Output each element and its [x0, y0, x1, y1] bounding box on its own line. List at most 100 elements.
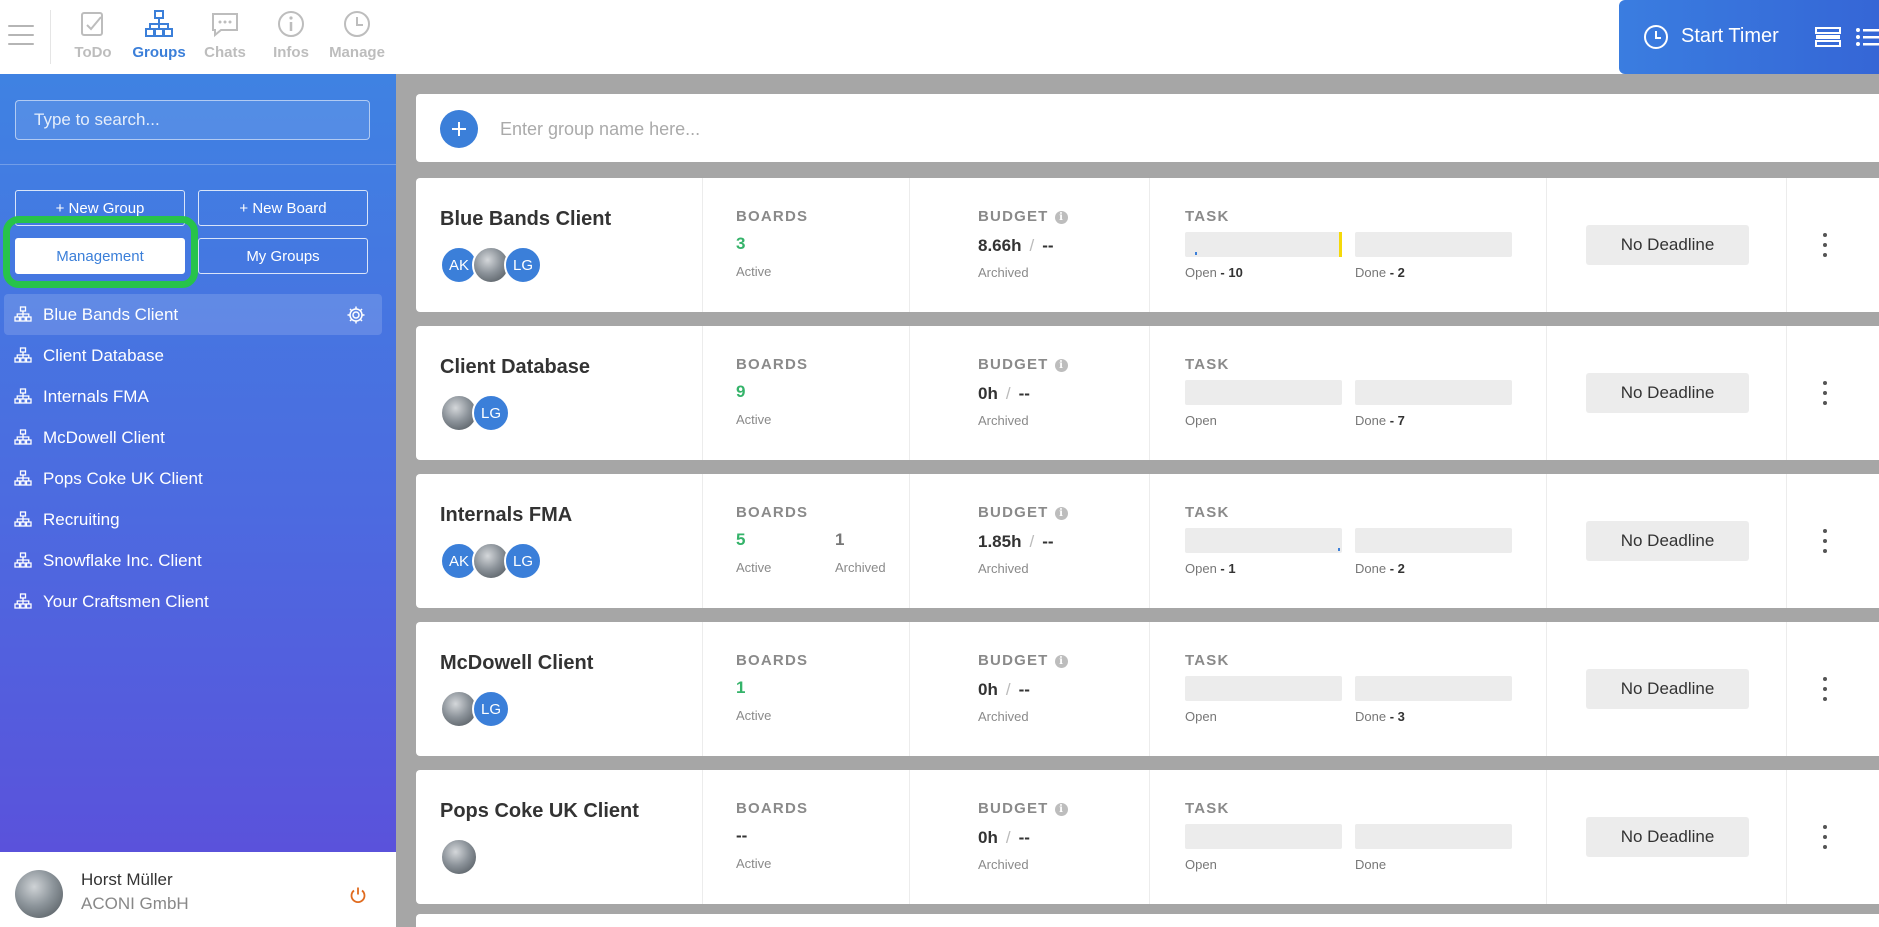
- more-options-icon[interactable]: [1820, 381, 1830, 405]
- open-label-text: Open: [1185, 561, 1217, 576]
- card-divider: [1546, 770, 1547, 904]
- sidebar-group-item[interactable]: Your Craftsmen Client: [4, 581, 382, 622]
- nav-manage[interactable]: Manage: [324, 8, 390, 61]
- avatar[interactable]: [440, 838, 478, 876]
- management-tab[interactable]: Management: [15, 238, 185, 274]
- group-name[interactable]: McDowell Client: [440, 652, 594, 674]
- more-options-icon[interactable]: [1820, 825, 1830, 849]
- member-avatars: LG: [440, 690, 510, 728]
- info-icon[interactable]: i: [1054, 211, 1068, 224]
- start-timer-button[interactable]: Start Timer: [1619, 0, 1879, 74]
- task-title: TASK: [1185, 504, 1230, 521]
- sidebar-group-item[interactable]: McDowell Client: [4, 417, 382, 458]
- avatar[interactable]: LG: [504, 246, 542, 284]
- done-label-text: Done: [1355, 265, 1387, 280]
- group-name[interactable]: Internals FMA: [440, 504, 573, 526]
- sidebar-group-label: Blue Bands Client: [43, 304, 179, 324]
- deadline-button[interactable]: No Deadline: [1586, 373, 1749, 413]
- budget-used: 0h: [978, 828, 998, 847]
- done-label-text: Done: [1355, 561, 1387, 576]
- done-label-text: Done: [1355, 857, 1387, 872]
- more-options-icon[interactable]: [1820, 529, 1830, 553]
- nav-todo[interactable]: ToDo: [60, 8, 126, 61]
- info-icon[interactable]: i: [1054, 359, 1068, 372]
- new-group-button[interactable]: + New Group: [15, 190, 185, 226]
- search-input[interactable]: [15, 100, 370, 140]
- sidebar-group-label: McDowell Client: [43, 427, 165, 447]
- nav-label: ToDo: [74, 44, 112, 61]
- sidebar: + New Group + New Board Management My Gr…: [0, 74, 396, 927]
- group-card[interactable]: Blue Bands Client AK LG BOARDS 3 Active BUDGET…: [416, 178, 1879, 312]
- avatar[interactable]: LG: [472, 690, 510, 728]
- sidebar-group-item[interactable]: Pops Coke UK Client: [4, 458, 382, 499]
- nav-infos[interactable]: Infos: [258, 8, 324, 61]
- done-count: - 2: [1386, 561, 1405, 576]
- group-hierarchy-icon: [14, 470, 32, 486]
- group-name[interactable]: Pops Coke UK Client: [440, 800, 639, 822]
- add-group-button[interactable]: [440, 110, 478, 148]
- budget-used: 0h: [978, 680, 998, 699]
- sidebar-group-item[interactable]: Client Database: [4, 335, 382, 376]
- deadline-button[interactable]: No Deadline: [1586, 817, 1749, 857]
- group-name-input[interactable]: [500, 110, 1400, 148]
- open-task-bar: [1185, 676, 1342, 701]
- open-progress-fill: [1338, 548, 1340, 551]
- card-divider: [1149, 622, 1150, 756]
- info-icon[interactable]: i: [1054, 507, 1068, 520]
- task-title: TASK: [1185, 800, 1230, 817]
- more-options-icon[interactable]: [1820, 677, 1830, 701]
- sidebar-group-item[interactable]: Blue Bands Client: [4, 294, 382, 335]
- card-divider: [702, 326, 703, 460]
- avatar[interactable]: LG: [472, 394, 510, 432]
- gear-icon[interactable]: [346, 305, 366, 325]
- more-options-icon[interactable]: [1820, 233, 1830, 257]
- list-view-icon[interactable]: [1815, 27, 1841, 47]
- deadline-button[interactable]: No Deadline: [1586, 521, 1749, 561]
- sidebar-group-item[interactable]: Internals FMA: [4, 376, 382, 417]
- hamburger-menu-icon[interactable]: [8, 25, 34, 45]
- info-icon[interactable]: i: [1054, 655, 1068, 668]
- sidebar-group-item[interactable]: Recruiting: [4, 499, 382, 540]
- boards-archived-count: 1: [835, 530, 845, 549]
- budget-limit: --: [1018, 384, 1030, 403]
- budget-archived-label: Archived: [978, 413, 1029, 428]
- card-divider: [1149, 326, 1150, 460]
- avatar[interactable]: [15, 870, 63, 918]
- group-hierarchy-icon: [14, 306, 32, 322]
- progress-marker: [1339, 232, 1342, 257]
- card-divider: [1149, 474, 1150, 608]
- my-groups-tab[interactable]: My Groups: [198, 238, 368, 274]
- avatar[interactable]: [440, 394, 478, 432]
- budget-title: BUDGET i: [978, 356, 1068, 373]
- sidebar-group-item[interactable]: Snowflake Inc. Client: [4, 540, 382, 581]
- boards-title: BOARDS: [736, 504, 809, 521]
- power-icon[interactable]: [349, 886, 367, 904]
- group-name[interactable]: Client Database: [440, 356, 591, 378]
- bullet-list-icon[interactable]: [1855, 27, 1879, 47]
- open-task-bar: [1185, 380, 1342, 405]
- group-card[interactable]: Pops Coke UK Client BOARDS -- Active BUDGET i…: [416, 770, 1879, 904]
- boards-title: BOARDS: [736, 208, 809, 225]
- group-card[interactable]: Client Database LG BOARDS 9 Active BUDGET i 0h /…: [416, 326, 1879, 460]
- nav-groups[interactable]: Groups: [126, 8, 192, 61]
- done-task-bar: [1355, 528, 1512, 553]
- deadline-button[interactable]: No Deadline: [1586, 225, 1749, 265]
- group-name[interactable]: Blue Bands Client: [440, 208, 612, 230]
- avatar[interactable]: LG: [504, 542, 542, 580]
- avatar[interactable]: [440, 690, 478, 728]
- main-nav: ToDo Groups Chats Infos Manage: [60, 8, 390, 61]
- nav-label: Infos: [273, 44, 309, 61]
- avatar[interactable]: [472, 246, 510, 284]
- group-card[interactable]: McDowell Client LG BOARDS 1 Active BUDGET i 0h /…: [416, 622, 1879, 756]
- new-board-button[interactable]: + New Board: [198, 190, 368, 226]
- avatar[interactable]: AK: [440, 542, 478, 580]
- group-card[interactable]: Internals FMA AK LG BOARDS 5 Active 1 Archived B…: [416, 474, 1879, 608]
- open-task-bar: [1185, 528, 1342, 553]
- card-divider: [702, 770, 703, 904]
- boards-active-count: 5: [736, 530, 746, 549]
- info-icon[interactable]: i: [1054, 803, 1068, 816]
- nav-chats[interactable]: Chats: [192, 8, 258, 61]
- open-count: - 1: [1216, 561, 1236, 576]
- group-hierarchy-icon: [14, 347, 32, 363]
- deadline-button[interactable]: No Deadline: [1586, 669, 1749, 709]
